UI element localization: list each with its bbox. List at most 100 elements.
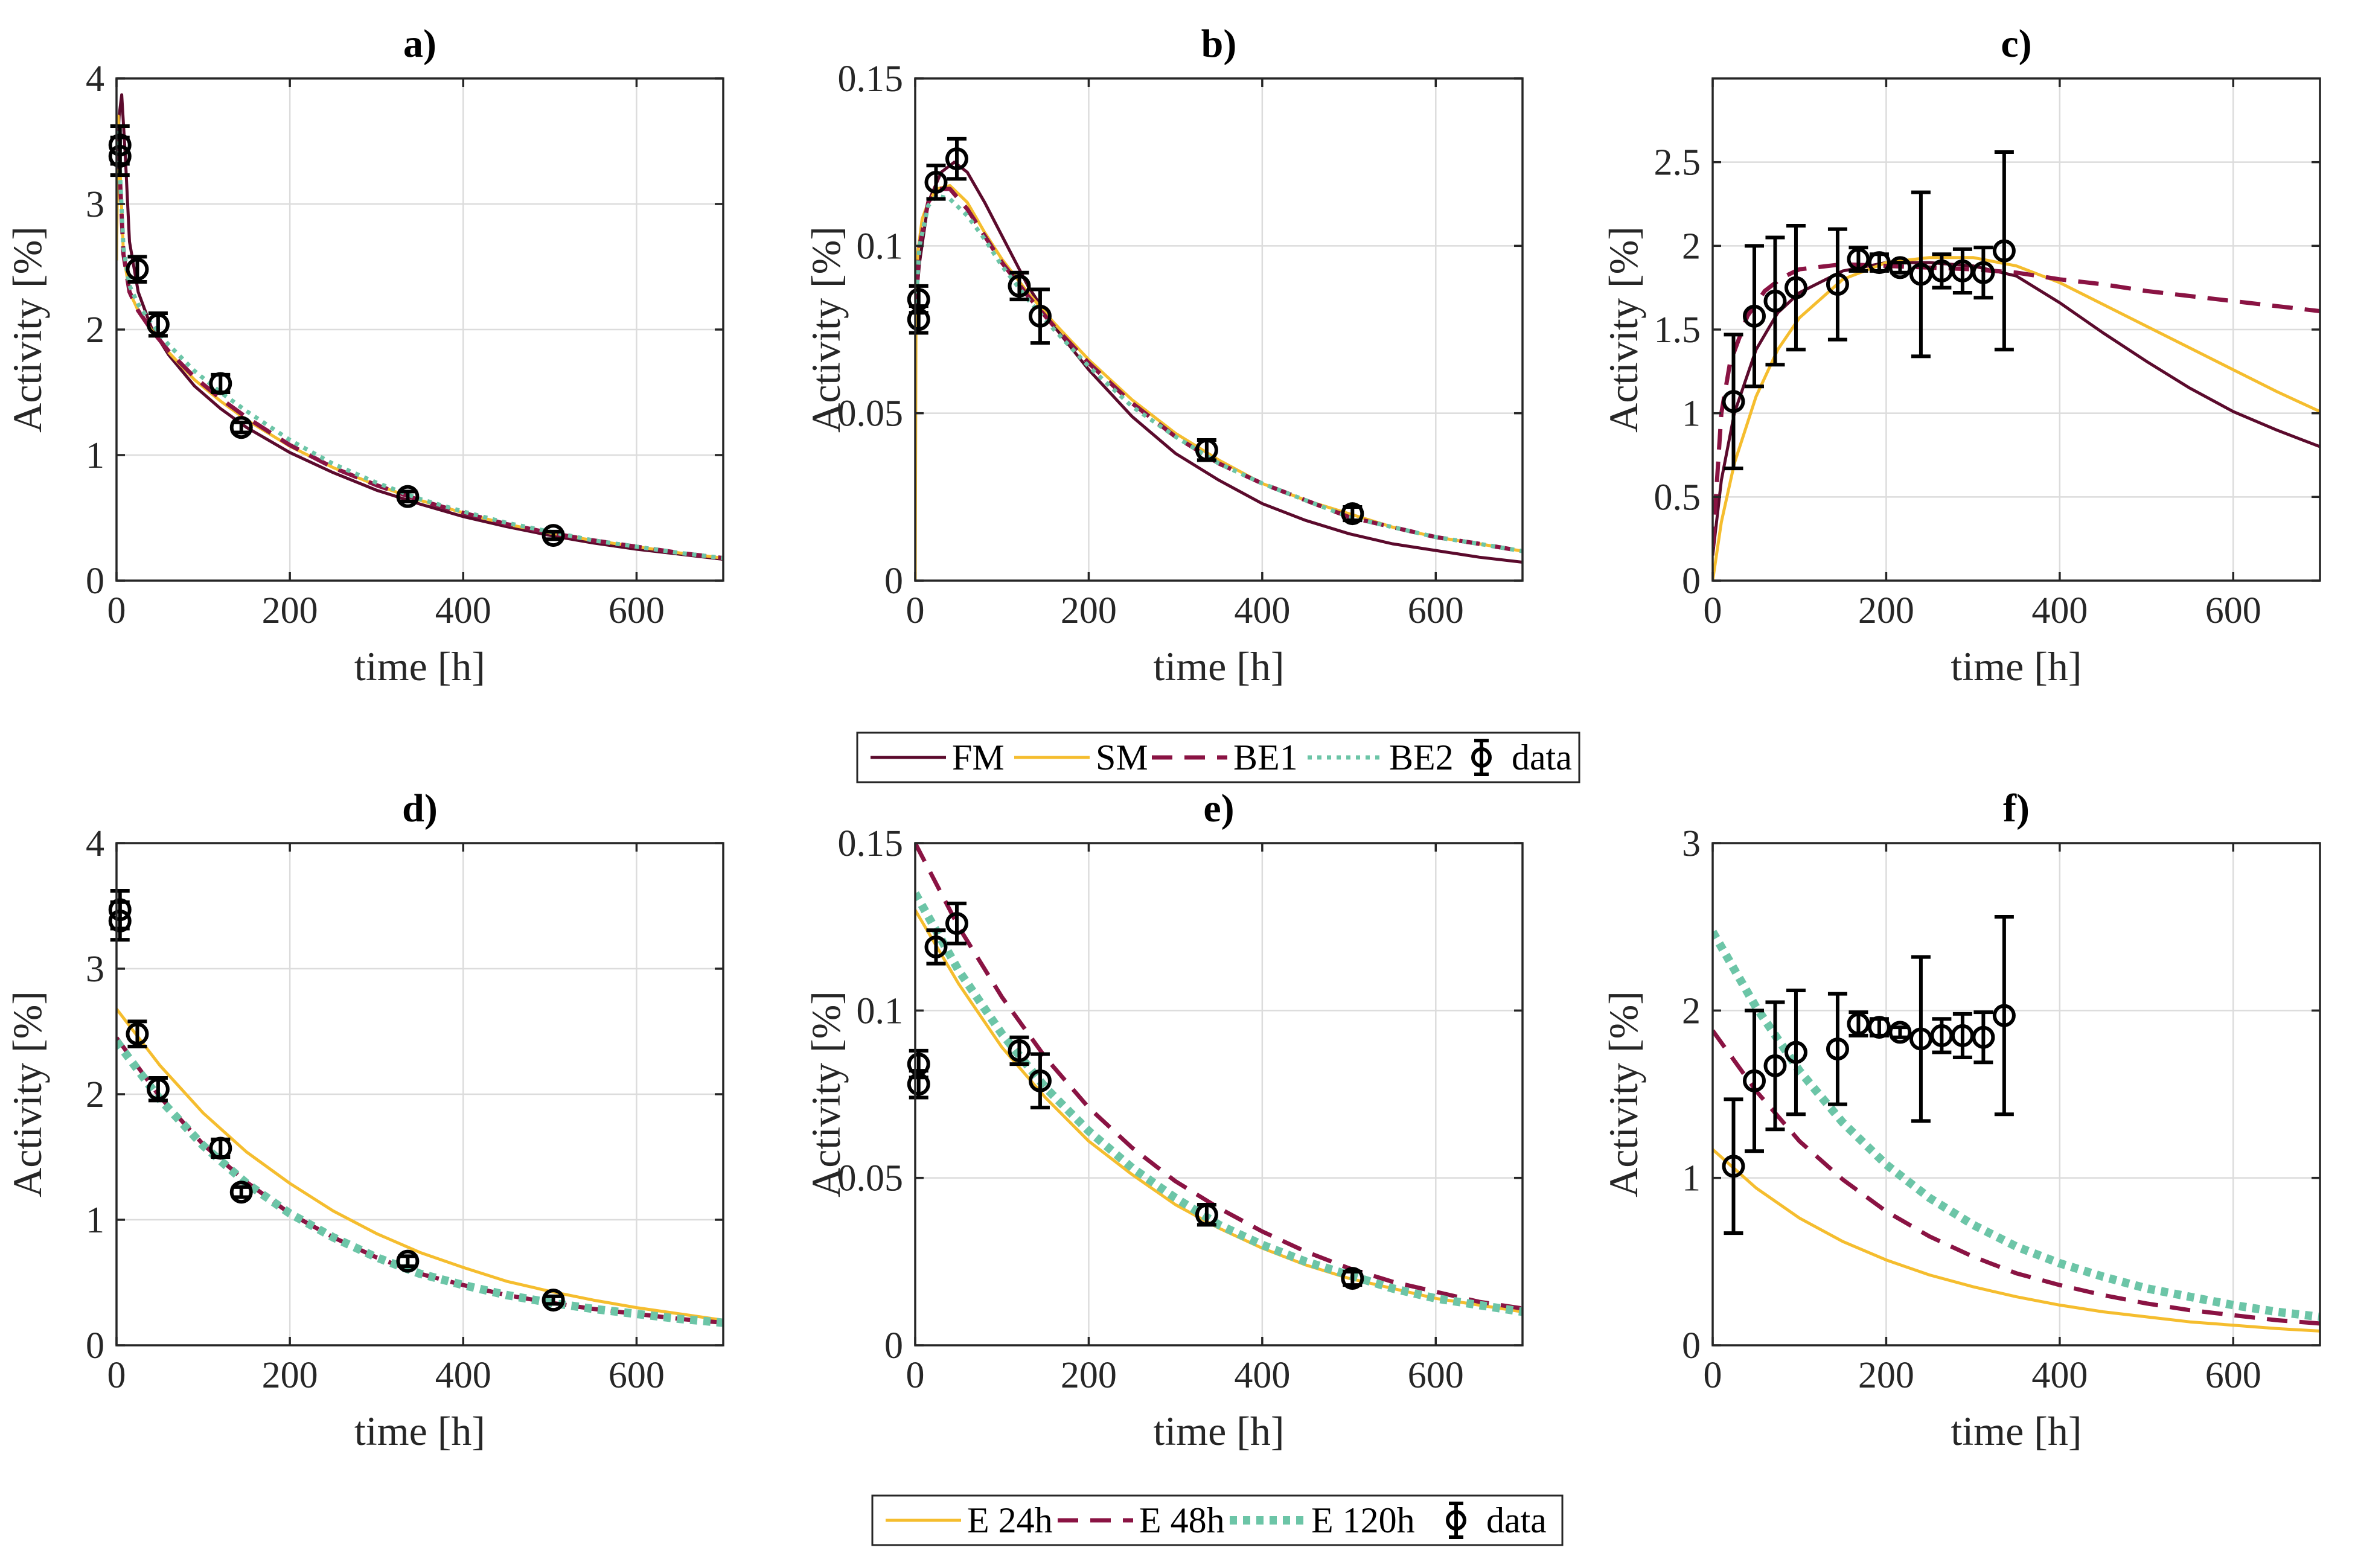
data-point [146, 311, 170, 338]
data-point [1722, 1097, 1745, 1235]
grid-c [1713, 78, 2320, 581]
data-point [1028, 287, 1052, 345]
x-tick-label: 0 [906, 1355, 925, 1396]
data-point [907, 284, 930, 315]
data-point [1972, 246, 1995, 300]
y-tick-label: 0.15 [838, 823, 904, 864]
data-marker [1847, 1012, 1870, 1036]
data-points-e [907, 901, 1364, 1290]
data-point [1888, 256, 1912, 279]
legend-entry-e-48h: E 48h [1058, 1500, 1225, 1540]
series-line-e-24h [915, 909, 1523, 1313]
data-marker [1028, 304, 1052, 328]
series-line-e-24h [1713, 1148, 2320, 1333]
series-line-fm [1713, 261, 2320, 556]
series-line-e-120h [915, 891, 1523, 1316]
data-marker [1195, 438, 1218, 462]
data-point [396, 485, 420, 508]
data-point [1930, 252, 1954, 290]
data-point [1763, 235, 1787, 367]
data-marker [146, 1077, 170, 1101]
data-marker [1722, 1155, 1745, 1178]
legend-top: FM SM BE1 BE2 data [856, 731, 1580, 783]
data-marker [108, 898, 132, 922]
y-tick-label: 0.1 [857, 990, 904, 1031]
data-marker [1826, 1037, 1849, 1061]
x-tick-label: 600 [2205, 1355, 2261, 1396]
y-tick-label: 4 [86, 823, 104, 864]
y-tick-label: 0 [1682, 1325, 1701, 1366]
y-tick-label: 0 [1682, 561, 1701, 602]
y-tick-label: 1 [86, 1200, 104, 1241]
data-point [1951, 247, 1974, 295]
data-point [126, 255, 149, 284]
y-tick-label: 0.15 [838, 59, 904, 100]
series-line-e-48h [1713, 1029, 2320, 1326]
legend-entry-e-120h: E 120h [1230, 1500, 1415, 1540]
data-points-b [907, 136, 1364, 526]
grid-b [915, 77, 1523, 581]
ticks-f: 0 200 400 600 0 1 2 3 [1682, 823, 2320, 1396]
data-point [209, 372, 232, 395]
x-tick-label: 0 [1704, 590, 1722, 631]
data-marker [1888, 256, 1912, 279]
data-point [1784, 224, 1807, 352]
y-tick-label: 0.1 [857, 226, 904, 267]
data-point [1826, 227, 1849, 342]
x-tick-label: 0 [107, 590, 126, 631]
data-point [542, 524, 565, 547]
data-point [1763, 1000, 1787, 1132]
data-marker [924, 170, 948, 194]
y-axis-label: Activity [%] [4, 226, 50, 433]
data-point [1888, 1021, 1912, 1044]
y-axis-label: Activity [%] [1600, 991, 1646, 1197]
data-marker [1909, 263, 1932, 286]
data-marker [1867, 251, 1891, 275]
data-marker [1195, 1203, 1218, 1226]
x-tick-label: 200 [262, 1355, 318, 1396]
y-tick-label: 1.5 [1654, 310, 1701, 351]
data-point [108, 889, 132, 931]
y-tick-label: 0.05 [838, 1158, 904, 1199]
data-point [1847, 246, 1870, 273]
x-tick-label: 200 [1858, 590, 1914, 631]
ticks-d: 0 200 400 600 0 1 2 3 4 [86, 823, 723, 1396]
data-point [1341, 1267, 1364, 1290]
data-marker [1867, 1016, 1891, 1039]
y-tick-label: 3 [86, 949, 104, 990]
data-point [1028, 1052, 1052, 1110]
data-point [1930, 1017, 1954, 1054]
data-marker [1826, 273, 1849, 296]
data-point [1867, 1016, 1891, 1039]
x-tick-label: 200 [1858, 1355, 1914, 1396]
x-tick-label: 600 [1408, 590, 1464, 631]
y-tick-label: 2 [1682, 226, 1701, 267]
series-line-sm [117, 114, 723, 560]
x-tick-label: 0 [107, 1355, 126, 1396]
data-marker [1784, 1041, 1807, 1064]
axes-frame-f [1711, 842, 2321, 1347]
axes-frame-b [914, 77, 1524, 582]
y-tick-label: 2.5 [1654, 142, 1701, 183]
data-points-f [1722, 915, 2016, 1235]
series-line-e-120h [1713, 929, 2320, 1321]
data-point [1992, 915, 2016, 1117]
x-tick-label: 400 [435, 1355, 491, 1396]
x-tick-label: 400 [1234, 590, 1290, 631]
y-tick-label: 0.5 [1654, 477, 1701, 518]
x-axis-label: time [h] [1951, 643, 2082, 689]
y-tick-label: 3 [1682, 823, 1701, 864]
series-group-b [915, 161, 1523, 581]
series-group-a [117, 93, 723, 561]
panel-b: 0 200 400 600 0 0.05 0.1 0.15 b) time [h] Activity… [803, 22, 1524, 689]
data-point [1909, 190, 1932, 359]
panel-title: a) [403, 22, 436, 66]
data-point [945, 901, 968, 946]
axes-frame-e [914, 842, 1524, 1347]
y-tick-label: 0 [86, 561, 104, 602]
y-tick-label: 1 [86, 435, 104, 476]
data-point [1826, 992, 1849, 1106]
data-point [1195, 438, 1218, 462]
data-point [1951, 1012, 1974, 1059]
